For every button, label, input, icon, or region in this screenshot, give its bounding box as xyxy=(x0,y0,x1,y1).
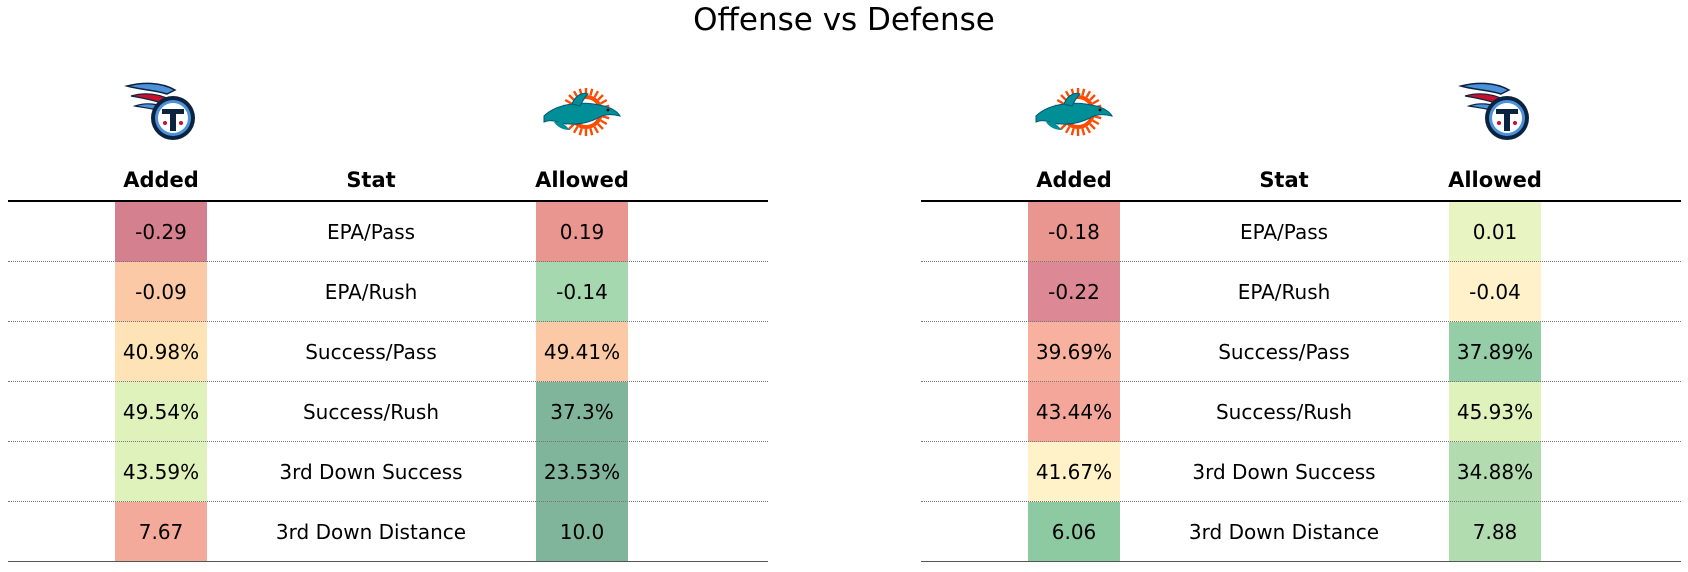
table-row: -0.18 EPA/Pass 0.01 xyxy=(921,202,1681,262)
table-row: -0.09 EPA/Rush -0.14 xyxy=(8,262,768,322)
allowed-cell: 0.19 xyxy=(536,202,628,262)
added-cell: -0.29 xyxy=(115,202,207,262)
stat-label: EPA/Pass xyxy=(326,220,416,244)
table-row: 7.67 3rd Down Distance 10.0 xyxy=(8,502,768,562)
header-added: Added xyxy=(1036,168,1112,192)
table-left: Added Stat Allowed -0.29 EPA/Pass 0.19 -0.09 EP… xyxy=(8,0,768,572)
header-stat: Stat xyxy=(1259,168,1309,192)
row-divider xyxy=(921,561,1681,562)
table-row: 40.98% Success/Pass 49.41% xyxy=(8,322,768,382)
stat-label: Success/Pass xyxy=(1218,340,1350,364)
allowed-cell: 0.01 xyxy=(1449,202,1541,262)
allowed-cell: 37.3% xyxy=(536,382,628,442)
row-divider xyxy=(8,501,768,502)
row-divider xyxy=(8,261,768,262)
allowed-cell: -0.14 xyxy=(536,262,628,322)
added-cell: 49.54% xyxy=(115,382,207,442)
header-stat: Stat xyxy=(346,168,396,192)
stat-label: EPA/Pass xyxy=(1239,220,1329,244)
table-row: -0.22 EPA/Rush -0.04 xyxy=(921,262,1681,322)
titans-logo xyxy=(121,78,201,144)
allowed-cell: 10.0 xyxy=(536,502,628,562)
allowed-cell: 7.88 xyxy=(1449,502,1541,562)
table-row: 6.06 3rd Down Distance 7.88 xyxy=(921,502,1681,562)
stat-label: 3rd Down Success xyxy=(1192,460,1376,484)
added-cell: 40.98% xyxy=(115,322,207,382)
row-divider xyxy=(8,381,768,382)
stat-label: 3rd Down Distance xyxy=(1188,520,1380,544)
added-cell: -0.22 xyxy=(1028,262,1120,322)
row-divider xyxy=(8,441,768,442)
allowed-cell: -0.04 xyxy=(1449,262,1541,322)
table-right: Added Stat Allowed -0.18 EPA/Pass 0.01 -0.22 EP… xyxy=(921,0,1681,572)
row-divider xyxy=(8,321,768,322)
row-divider xyxy=(921,381,1681,382)
added-cell: -0.09 xyxy=(115,262,207,322)
dolphins-logo xyxy=(542,78,622,144)
stat-label: 3rd Down Success xyxy=(279,460,463,484)
allowed-cell: 45.93% xyxy=(1449,382,1541,442)
table-row: 43.59% 3rd Down Success 23.53% xyxy=(8,442,768,502)
header-divider xyxy=(921,200,1681,202)
dolphins-logo xyxy=(1034,78,1114,144)
row-divider xyxy=(921,501,1681,502)
titans-logo xyxy=(1455,78,1535,144)
added-cell: 6.06 xyxy=(1028,502,1120,562)
table-row: 41.67% 3rd Down Success 34.88% xyxy=(921,442,1681,502)
row-divider xyxy=(921,261,1681,262)
allowed-cell: 23.53% xyxy=(536,442,628,502)
stat-label: Success/Pass xyxy=(305,340,437,364)
added-cell: 39.69% xyxy=(1028,322,1120,382)
header-added: Added xyxy=(123,168,199,192)
added-cell: -0.18 xyxy=(1028,202,1120,262)
row-divider xyxy=(8,561,768,562)
row-divider xyxy=(921,441,1681,442)
table-row: -0.29 EPA/Pass 0.19 xyxy=(8,202,768,262)
row-divider xyxy=(921,321,1681,322)
stat-label: Success/Rush xyxy=(302,400,439,424)
header-allowed: Allowed xyxy=(1448,168,1542,192)
added-cell: 43.44% xyxy=(1028,382,1120,442)
allowed-cell: 34.88% xyxy=(1449,442,1541,502)
allowed-cell: 37.89% xyxy=(1449,322,1541,382)
added-cell: 43.59% xyxy=(115,442,207,502)
header-allowed: Allowed xyxy=(535,168,629,192)
table-row: 49.54% Success/Rush 37.3% xyxy=(8,382,768,442)
stat-label: EPA/Rush xyxy=(1237,280,1331,304)
added-cell: 41.67% xyxy=(1028,442,1120,502)
stat-label: Success/Rush xyxy=(1215,400,1352,424)
stat-label: EPA/Rush xyxy=(324,280,418,304)
header-divider xyxy=(8,200,768,202)
stat-label: 3rd Down Distance xyxy=(275,520,467,544)
table-row: 39.69% Success/Pass 37.89% xyxy=(921,322,1681,382)
added-cell: 7.67 xyxy=(115,502,207,562)
table-row: 43.44% Success/Rush 45.93% xyxy=(921,382,1681,442)
allowed-cell: 49.41% xyxy=(536,322,628,382)
chart-title: Offense vs Defense xyxy=(693,2,995,38)
